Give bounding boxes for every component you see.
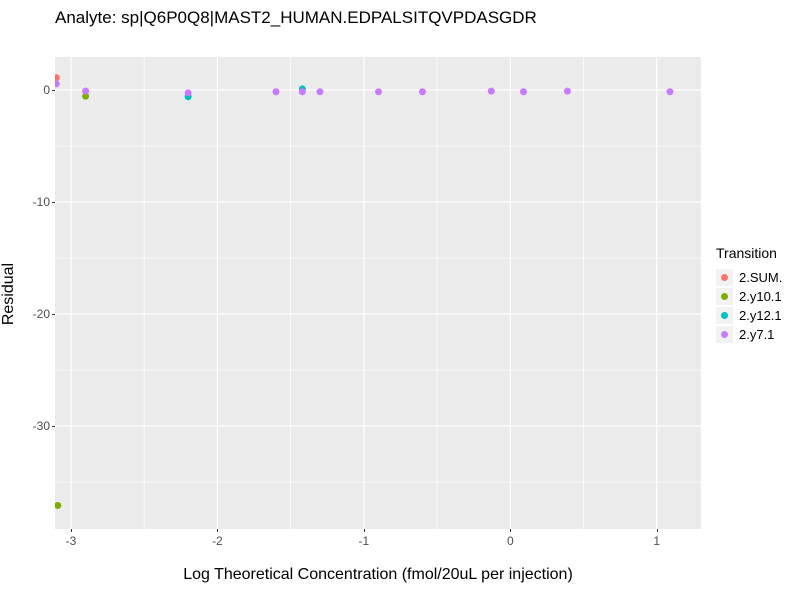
data-point-2.y7.1 (298, 88, 306, 96)
legend: Transition 2.SUM. 2.y10.1 2.y12.1 2.y7.1 (716, 245, 782, 344)
x-tick-mark (656, 529, 658, 532)
legend-label: 2.SUM. (739, 269, 783, 285)
data-point-2.y7.1 (316, 88, 324, 96)
legend-key (716, 268, 733, 286)
plot-panel (55, 57, 701, 529)
legend-label: 2.y12.1 (739, 307, 782, 323)
legend-entries: 2.SUM. 2.y10.1 2.y12.1 2.y7.1 (716, 268, 782, 343)
data-point-2.y7.1 (375, 88, 383, 96)
legend-key (716, 287, 733, 305)
legend-title: Transition (716, 245, 777, 261)
data-point-2.SUM. (55, 74, 60, 82)
x-tick-label: -1 (358, 534, 370, 548)
legend-label: 2.y10.1 (739, 288, 782, 304)
legend-dot-icon (721, 292, 728, 300)
data-point-2.y10.1 (55, 501, 62, 509)
plot-title: Analyte: sp|Q6P0Q8|MAST2_HUMAN.EDPALSITQ… (55, 8, 537, 27)
x-tick-mark (217, 529, 219, 532)
x-tick-label: -2 (212, 534, 223, 548)
legend-dot-icon (721, 330, 728, 338)
y-tick-mark (52, 313, 55, 315)
legend-key (716, 306, 733, 324)
legend-row: 2.y10.1 (716, 287, 782, 305)
legend-dot-icon (721, 273, 728, 281)
legend-row: 2.y7.1 (716, 325, 782, 343)
data-point-2.y7.1 (418, 88, 426, 96)
x-tick-mark (70, 529, 72, 532)
legend-key (716, 325, 733, 343)
x-tick-label: 0 (506, 534, 514, 548)
x-tick-mark (510, 529, 512, 532)
x-axis-title: Log Theoretical Concentration (fmol/20uL… (183, 566, 573, 583)
y-tick-label: -20 (32, 306, 50, 321)
legend-label: 2.y7.1 (739, 326, 775, 342)
data-point-2.y7.1 (184, 89, 192, 97)
data-point-2.y7.1 (520, 88, 528, 96)
y-axis-title: Residual (0, 262, 17, 326)
legend-row: 2.SUM. (716, 268, 782, 286)
y-tick-mark (52, 90, 55, 92)
plot-canvas (55, 57, 701, 529)
data-point-2.y7.1 (272, 88, 280, 96)
data-point-2.y7.1 (82, 87, 90, 95)
legend-row: 2.y12.1 (716, 306, 782, 324)
x-tick-mark (363, 529, 365, 532)
y-tick-mark (52, 202, 55, 203)
data-point-2.y7.1 (487, 87, 495, 95)
y-tick-label: -10 (32, 195, 50, 209)
x-tick-label: -3 (65, 534, 77, 548)
data-point-2.y7.1 (563, 87, 571, 95)
data-point-2.y7.1 (55, 80, 60, 88)
data-point-2.y7.1 (666, 88, 674, 96)
y-tick-label: 0 (43, 83, 50, 98)
y-tick-mark (52, 425, 55, 427)
data-point-2.y10.1 (82, 92, 90, 100)
legend-dot-icon (721, 311, 728, 319)
x-tick-label: 1 (653, 534, 661, 548)
y-tick-label: -30 (32, 418, 50, 433)
